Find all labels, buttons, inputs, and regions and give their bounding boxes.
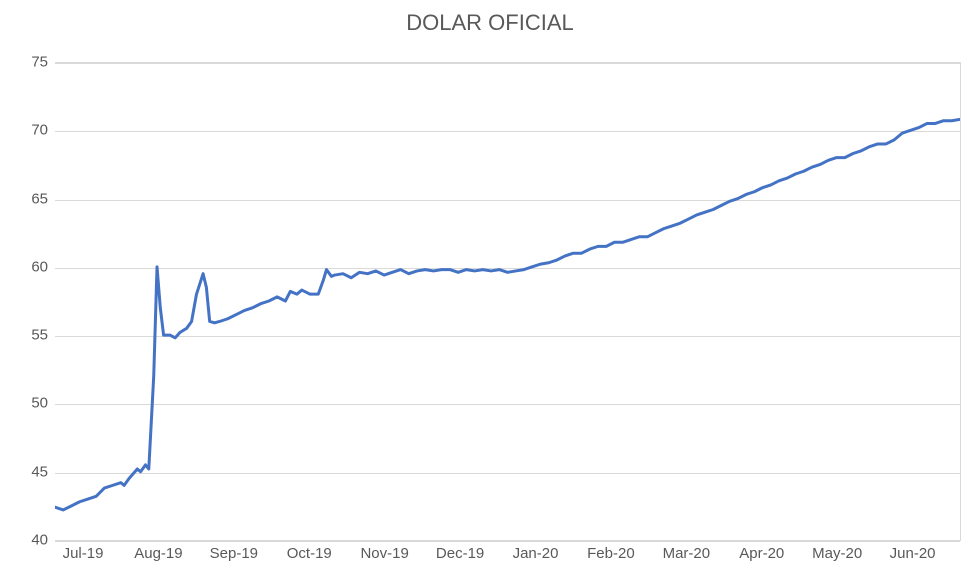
- gridline: [55, 541, 960, 542]
- x-axis-tick-label: Apr-20: [739, 545, 784, 562]
- x-axis-tick-label: Feb-20: [587, 545, 635, 562]
- x-axis-tick-label: Sep-19: [210, 545, 258, 562]
- x-axis-tick-label: Mar-20: [663, 545, 711, 562]
- x-axis-tick-label: Nov-19: [360, 545, 408, 562]
- y-axis-tick-label: 45: [8, 463, 48, 480]
- y-axis-tick-label: 70: [8, 122, 48, 139]
- y-axis-tick-label: 75: [8, 54, 48, 71]
- x-axis-tick-label: Dec-19: [436, 545, 484, 562]
- x-axis-tick-label: Jul-19: [63, 545, 104, 562]
- line-series-svg: [55, 62, 960, 540]
- chart-title: DOLAR OFICIAL: [0, 10, 980, 36]
- x-axis-tick-label: May-20: [812, 545, 862, 562]
- y-axis-tick-label: 40: [8, 532, 48, 549]
- y-axis-tick-label: 50: [8, 395, 48, 412]
- x-axis-tick-label: Jan-20: [513, 545, 559, 562]
- x-axis-tick-label: Oct-19: [287, 545, 332, 562]
- x-axis-line: [55, 540, 960, 541]
- y-axis-tick-label: 60: [8, 258, 48, 275]
- x-axis-tick-label: Jun-20: [890, 545, 936, 562]
- chart-container: DOLAR OFICIAL 40 45 50 55 60 65 70 75 Jul-19 Aug-…: [0, 0, 980, 578]
- x-axis-tick-label: Aug-19: [134, 545, 182, 562]
- y-axis-tick-label: 55: [8, 327, 48, 344]
- line-series-path: [55, 119, 960, 510]
- y-axis-tick-label: 65: [8, 190, 48, 207]
